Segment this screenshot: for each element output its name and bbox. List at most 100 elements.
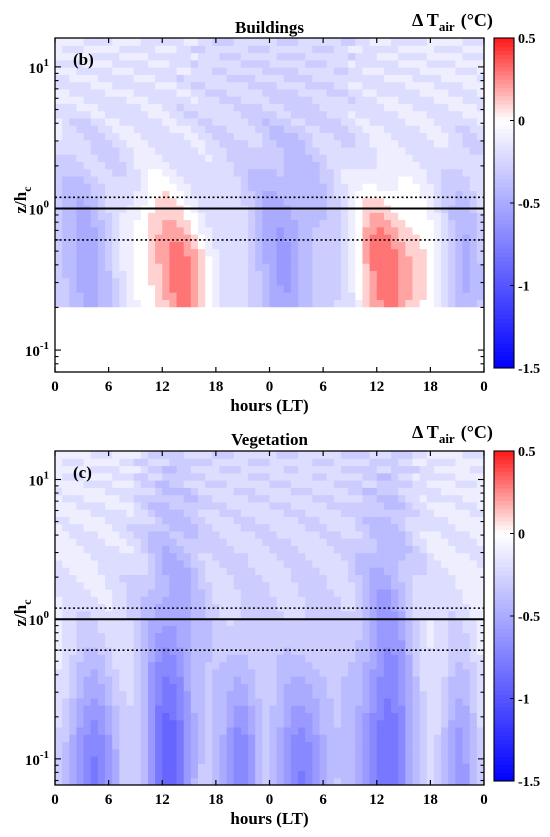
heatmap-cell <box>441 545 449 554</box>
heatmap-cell <box>455 690 464 699</box>
heatmap-cell <box>319 487 328 496</box>
heatmap-cell <box>369 581 378 590</box>
heatmap-cell <box>441 190 449 199</box>
heatmap-cell <box>391 770 399 779</box>
heatmap-cell <box>283 741 292 750</box>
heatmap-cell <box>276 263 285 271</box>
heatmap-cell <box>183 777 192 785</box>
heatmap-cell <box>391 103 399 112</box>
heatmap-cell <box>198 110 206 119</box>
heatmap-cell <box>219 777 228 785</box>
heatmap-cell <box>69 451 78 459</box>
heatmap-cell <box>219 277 228 286</box>
heatmap-cell <box>105 618 113 626</box>
heatmap-cell <box>419 697 428 706</box>
heatmap-cell <box>233 530 242 539</box>
heatmap-cell <box>269 52 278 61</box>
heatmap-cell <box>198 596 206 605</box>
heatmap-cell <box>240 574 249 583</box>
heatmap-cell <box>55 741 63 750</box>
heatmap-cell <box>391 610 399 619</box>
heatmap-cell <box>255 480 263 488</box>
heatmap-cell <box>69 480 78 488</box>
heatmap-cell <box>226 748 235 757</box>
heatmap-cell <box>140 494 149 503</box>
heatmap-cell <box>190 277 199 286</box>
heatmap-cell <box>398 139 406 148</box>
heatmap-cell <box>198 219 206 228</box>
heatmap-cell <box>190 451 199 459</box>
heatmap-cell <box>319 132 328 141</box>
heatmap-cell <box>412 292 421 300</box>
heatmap-cell <box>469 139 478 148</box>
heatmap-cell <box>312 292 321 300</box>
heatmap-cell <box>105 705 113 713</box>
heatmap-cell <box>262 52 271 61</box>
heatmap-cell <box>369 183 378 192</box>
heatmap-cell <box>269 603 278 612</box>
heatmap-cell <box>383 639 392 648</box>
heatmap-cell <box>369 654 378 663</box>
heatmap-cell <box>298 81 306 90</box>
heatmap-cell <box>398 38 406 46</box>
heatmap-cell <box>448 197 456 206</box>
heatmap-cell <box>276 45 285 54</box>
heatmap-cell <box>319 581 328 590</box>
heatmap-cell <box>147 472 156 481</box>
heatmap-cell <box>376 67 385 75</box>
heatmap-cell <box>55 581 63 590</box>
heatmap-cell <box>205 726 213 735</box>
heatmap-cell <box>190 146 199 155</box>
colorbar-segment <box>494 190 514 196</box>
heatmap-cell <box>348 552 356 561</box>
heatmap-cell <box>83 168 92 177</box>
colorbar-segment <box>494 236 514 241</box>
heatmap-cell <box>333 234 342 242</box>
heatmap-cell <box>198 647 206 655</box>
heatmap-cell <box>147 719 156 728</box>
heatmap-cell <box>83 277 92 286</box>
heatmap-cell <box>441 88 449 97</box>
heatmap-cell <box>369 263 378 271</box>
heatmap-cell <box>255 197 263 206</box>
heatmap-cell <box>240 668 249 677</box>
heatmap-cell <box>133 734 142 743</box>
heatmap-cell <box>90 270 99 279</box>
heatmap-cell <box>219 726 228 735</box>
heatmap-cell <box>376 567 385 576</box>
heatmap-cell <box>333 501 342 510</box>
heatmap-cell <box>55 755 63 764</box>
heatmap-cell <box>362 734 371 743</box>
heatmap-cell <box>276 472 285 481</box>
heatmap-cell <box>262 574 271 583</box>
heatmap-cell <box>283 726 292 735</box>
heatmap-cell <box>147 545 156 554</box>
heatmap-cell <box>219 219 228 228</box>
heatmap-cell <box>190 248 199 257</box>
heatmap-cell <box>133 161 142 170</box>
heatmap-cell <box>212 465 221 474</box>
heatmap-cell <box>162 581 170 590</box>
heatmap-cell <box>226 168 235 177</box>
heatmap-cell <box>97 183 106 192</box>
heatmap-cell <box>76 726 85 735</box>
heatmap-cell <box>162 545 170 554</box>
heatmap-cell <box>419 719 428 728</box>
heatmap-cell <box>76 596 85 605</box>
heatmap-cell <box>312 146 321 155</box>
heatmap-cell <box>248 509 256 517</box>
heatmap-cell <box>369 676 378 684</box>
heatmap-cell <box>326 103 335 112</box>
heatmap-cell <box>448 146 456 155</box>
heatmap-cell <box>190 88 199 97</box>
heatmap-cell <box>333 96 342 104</box>
heatmap-cell <box>155 581 163 590</box>
heatmap-cell <box>290 763 299 772</box>
heatmap-cell <box>383 161 392 170</box>
heatmap-cell <box>55 639 63 648</box>
heatmap-cell <box>62 763 70 772</box>
heatmap-cell <box>233 697 242 706</box>
heatmap-cell <box>205 458 213 467</box>
heatmap-cell <box>69 472 78 481</box>
heatmap-cell <box>55 465 63 474</box>
